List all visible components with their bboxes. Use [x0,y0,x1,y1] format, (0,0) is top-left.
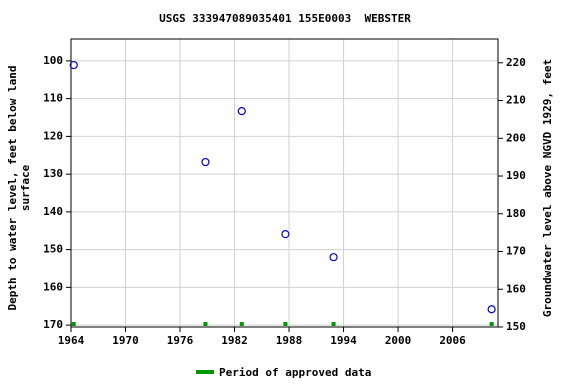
point [487,305,496,314]
approved-period [489,322,494,326]
approved-period [331,322,336,326]
y2-tick-label: 160 [506,282,526,295]
y2-tick-label: 150 [506,320,526,333]
y-axis-label: Depth to water level, feet below land [6,65,19,310]
legend-label: Period of approved data [219,366,371,379]
approved-period [71,322,76,326]
y-tick-label: 120 [43,129,63,142]
y2-tick-label: 210 [506,94,526,107]
approved-period [203,322,208,326]
y2-tick-label: 190 [506,169,526,182]
point [281,230,290,239]
y-tick-label: 100 [43,54,63,67]
x-tick-label: 2000 [385,334,412,347]
plot-frame [70,38,499,328]
x-tick-label: 1988 [276,334,303,347]
y-tick-label: 170 [43,318,63,331]
y-axis-label: surface [19,164,32,211]
y-tick-label: 130 [43,167,63,180]
point [201,157,210,167]
y-tick-label: 150 [43,243,63,256]
y2-tick-label: 200 [506,131,526,144]
x-tick-label: 2006 [439,334,466,347]
y-tick-label: 110 [43,92,63,105]
y-tick-label: 160 [43,280,63,293]
y2-tick-label: 220 [506,56,526,69]
chart-title: USGS 333947089035401 155E0003 WEBSTER [159,12,411,25]
approved-period [283,322,288,326]
point [237,106,246,116]
x-tick-label: 1964 [58,334,85,347]
approved-period [239,322,244,326]
x-tick-label: 1994 [330,334,357,347]
y-tick-label: 140 [43,205,63,218]
point [329,253,338,262]
x-tick-label: 1982 [221,334,248,347]
point [69,60,78,70]
x-tick-label: 1976 [167,334,194,347]
y2-tick-label: 180 [506,207,526,220]
y2-axis-label: Groundwater level above NGVD 1929, feet [541,59,554,317]
x-tick-label: 1970 [112,334,139,347]
y2-tick-label: 170 [506,245,526,258]
